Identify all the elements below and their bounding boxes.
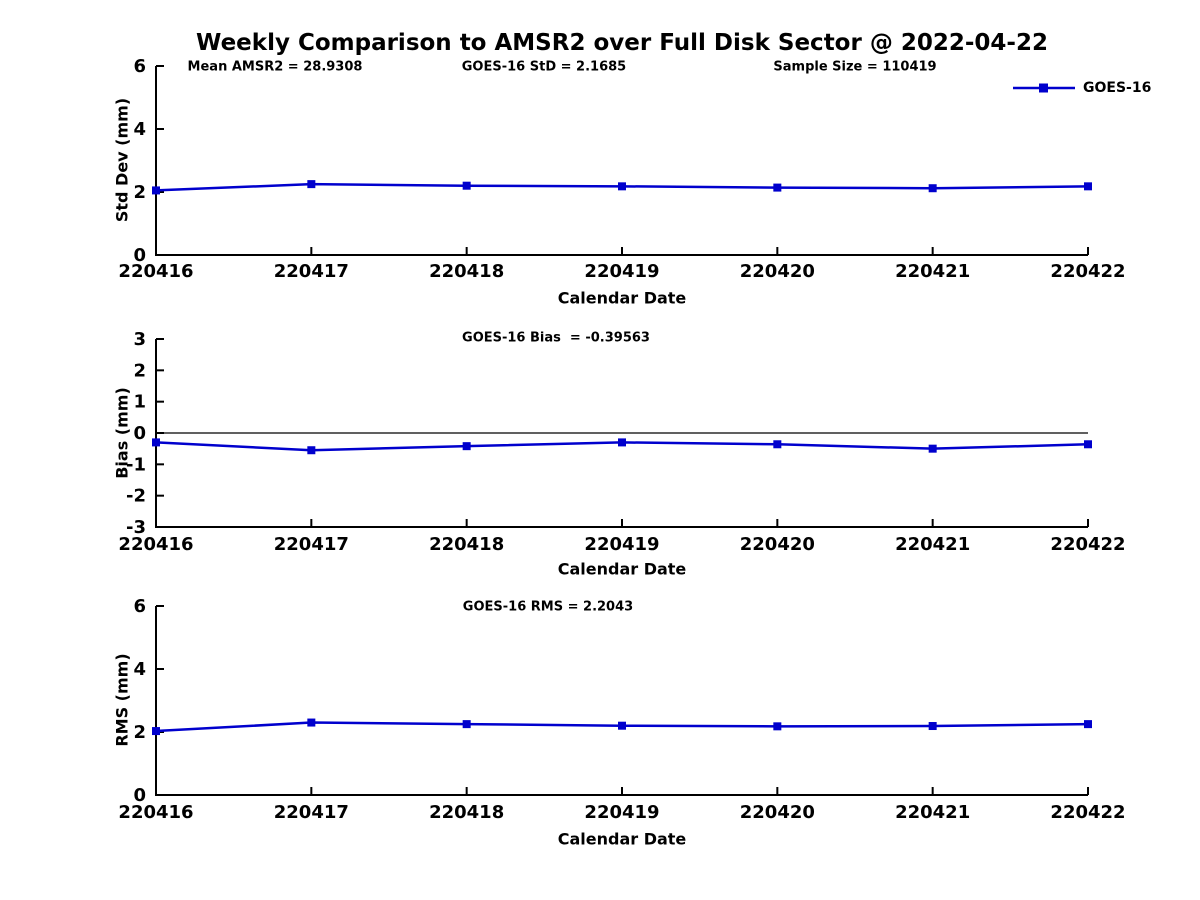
x-axis-label-panel2: Calendar Date <box>557 559 687 579</box>
data-point-marker <box>152 438 160 447</box>
data-point-marker <box>928 184 937 193</box>
axis-lines <box>155 606 1088 796</box>
x-tick-label: 220420 <box>740 261 815 282</box>
data-point-marker <box>462 181 471 190</box>
data-point-marker <box>618 721 626 730</box>
annotation-mean-amsr2: Mean AMSR2 = 28.9308 <box>187 59 363 75</box>
data-point-marker <box>773 722 782 731</box>
chart-panel-rms: 0 2 4 6 220416 220417 220418 220419 220420 220421… <box>118 596 1125 823</box>
y-tick-label: 0 <box>133 245 146 266</box>
x-tick-label: 220419 <box>584 534 659 555</box>
x-tick-label: 220422 <box>1050 261 1125 282</box>
y-axis-label-stddev: Std Dev (mm) <box>112 97 132 223</box>
y-tick-label: -3 <box>126 517 146 538</box>
y-tick-label: 0 <box>133 423 146 444</box>
x-tick-label: 220417 <box>274 261 349 282</box>
data-point-marker <box>773 440 782 449</box>
data-point-marker <box>462 442 471 451</box>
data-point-marker <box>307 718 316 727</box>
data-point-marker <box>307 446 316 455</box>
annotation-goes16-bias: GOES-16 Bias = -0.39563 <box>462 330 650 346</box>
x-tick-label: 220416 <box>118 261 193 282</box>
annotation-goes16-rms: GOES-16 RMS = 2.2043 <box>462 599 634 615</box>
data-point-marker <box>152 727 160 736</box>
chart-panel-bias: -3 -2 -1 0 1 2 3 220416 220417 220418 220419 220420… <box>118 329 1125 555</box>
data-point-marker <box>1084 440 1092 449</box>
annotation-sample-size: Sample Size = 110419 <box>773 59 937 75</box>
x-tick-label: 220421 <box>895 534 970 555</box>
figure-title: Weekly Comparison to AMSR2 over Full Dis… <box>196 30 1048 56</box>
y-tick-label: 2 <box>133 722 146 743</box>
x-tick-label: 220419 <box>584 802 659 823</box>
x-tick-label: 220416 <box>118 534 193 555</box>
data-point-marker <box>1084 182 1092 191</box>
y-tick-label: 6 <box>133 596 146 617</box>
y-tick-label: 2 <box>133 360 146 381</box>
data-point-marker <box>1084 720 1092 729</box>
annotation-goes16-std: GOES-16 StD = 2.1685 <box>461 59 627 75</box>
x-axis-label-panel1: Calendar Date <box>557 288 687 308</box>
data-point-marker <box>928 722 937 731</box>
legend-line-marker-icon <box>1013 83 1075 93</box>
y-tick-label: 4 <box>133 659 146 680</box>
legend: GOES-16 <box>1012 80 1151 96</box>
x-tick-label: 220418 <box>429 261 504 282</box>
y-axis-label-bias: Bias (mm) <box>112 387 132 479</box>
y-axis-label-rms: RMS (mm) <box>112 653 132 747</box>
axis-lines <box>155 66 1088 256</box>
data-point-marker <box>152 186 160 195</box>
x-tick-label: 220418 <box>429 534 504 555</box>
y-tick-label: -2 <box>126 486 146 507</box>
y-tick-label: 0 <box>133 785 146 806</box>
y-tick-label: 3 <box>133 329 146 350</box>
x-tick-label: 220416 <box>118 802 193 823</box>
data-point-marker <box>618 438 626 447</box>
x-tick-label: 220417 <box>274 534 349 555</box>
legend-label: GOES-16 <box>1083 80 1152 96</box>
y-tick-label: 6 <box>133 56 146 77</box>
x-tick-label: 220422 <box>1050 534 1125 555</box>
x-tick-label: 220419 <box>584 261 659 282</box>
x-axis-label-panel3: Calendar Date <box>557 829 687 849</box>
x-tick-label: 220421 <box>895 802 970 823</box>
data-point-marker <box>773 183 782 192</box>
x-tick-label: 220418 <box>429 802 504 823</box>
y-tick-label: -1 <box>126 454 146 475</box>
x-tick-label: 220420 <box>740 802 815 823</box>
x-tick-label: 220420 <box>740 534 815 555</box>
data-point-marker <box>618 182 626 191</box>
data-point-marker <box>462 720 471 729</box>
y-tick-label: 4 <box>133 119 146 140</box>
y-tick-label: 2 <box>133 182 146 203</box>
x-tick-label: 220422 <box>1050 802 1125 823</box>
x-tick-label: 220417 <box>274 802 349 823</box>
x-tick-label: 220421 <box>895 261 970 282</box>
y-tick-label: 1 <box>133 392 146 413</box>
data-point-marker <box>307 180 316 189</box>
data-point-marker <box>928 444 937 453</box>
chart-panel-std-dev: 0 2 4 6 220416 220417 220418 220419 220420 220421… <box>118 56 1125 282</box>
